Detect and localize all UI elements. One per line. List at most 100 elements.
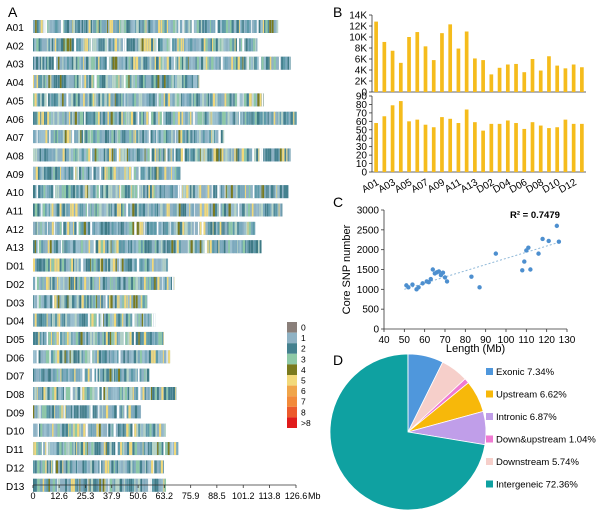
density-bin — [115, 111, 117, 125]
bar — [407, 121, 411, 172]
y-tick-label: 4K — [355, 66, 368, 77]
y-tick-label: 0 — [361, 88, 367, 99]
density-bin — [97, 111, 100, 125]
density-bin — [176, 93, 179, 107]
density-bin — [137, 38, 139, 52]
density-bin — [171, 56, 174, 70]
density-bin — [157, 423, 160, 437]
density-bin — [179, 56, 182, 70]
density-bin — [67, 75, 70, 89]
density-bin — [75, 93, 78, 107]
density-bin — [73, 93, 76, 107]
bar — [382, 41, 387, 92]
legend-swatch — [287, 364, 297, 375]
density-bin — [145, 130, 147, 144]
density-bin — [69, 313, 71, 327]
density-bin — [133, 350, 137, 364]
density-bin — [134, 221, 137, 235]
density-bin — [242, 20, 244, 33]
density-bin — [153, 350, 156, 364]
density-bin — [59, 350, 63, 364]
density-bin — [121, 240, 123, 254]
density-bin — [142, 295, 143, 309]
density-bin — [146, 295, 148, 309]
density-bin — [142, 442, 144, 456]
density-bin — [86, 405, 90, 419]
density-bin — [216, 221, 218, 235]
density-bin — [239, 240, 242, 254]
density-bin — [258, 20, 261, 33]
bar — [407, 37, 411, 92]
density-bin — [220, 56, 223, 70]
density-bin — [86, 442, 88, 456]
density-bin — [189, 75, 192, 89]
density-bin — [73, 423, 75, 437]
density-bin — [64, 148, 67, 162]
density-bin — [135, 276, 138, 290]
density-bin — [99, 405, 102, 419]
density-bin — [125, 350, 126, 364]
density-bin — [146, 75, 148, 89]
density-bin — [49, 313, 51, 327]
density-bin — [149, 276, 151, 290]
x-tick-label: 88.5 — [208, 491, 226, 501]
density-bin — [233, 203, 235, 217]
density-bin — [255, 56, 257, 70]
density-bin — [65, 240, 68, 254]
density-bin — [49, 460, 51, 474]
density-bin — [289, 56, 291, 70]
density-bin — [92, 460, 95, 474]
density-bin — [109, 331, 112, 345]
density-bin — [33, 368, 35, 382]
density-bin — [166, 20, 169, 33]
density-bin — [63, 295, 65, 309]
density-bin — [288, 148, 291, 162]
density-bin — [64, 240, 66, 254]
density-bin — [62, 423, 65, 437]
data-point — [546, 238, 551, 244]
density-bin — [55, 185, 58, 199]
density-bin — [177, 38, 179, 52]
density-bin — [136, 93, 139, 107]
density-bin — [96, 166, 98, 180]
density-bin — [125, 460, 128, 474]
density-bin — [186, 203, 188, 217]
density-bin — [274, 148, 277, 162]
density-bin — [74, 295, 77, 309]
density-bin — [126, 203, 129, 217]
density-bin — [70, 185, 73, 199]
density-bin — [258, 240, 260, 254]
density-bin — [124, 185, 127, 199]
density-bin — [34, 56, 36, 70]
density-bin — [91, 258, 92, 272]
density-bin — [185, 38, 188, 52]
density-bin — [231, 20, 234, 33]
density-bin — [95, 185, 97, 199]
density-bin — [173, 240, 176, 254]
density-bin — [170, 221, 173, 235]
density-bin — [89, 405, 91, 419]
density-bin — [89, 93, 92, 107]
density-bin — [236, 20, 239, 33]
density-bin — [59, 75, 62, 89]
density-bin — [179, 185, 182, 199]
density-bin — [240, 185, 243, 199]
density-bin — [161, 276, 162, 290]
density-bin — [146, 38, 149, 52]
density-bin — [216, 240, 219, 254]
density-bin — [183, 130, 185, 144]
density-bin — [61, 405, 62, 419]
density-bin — [157, 130, 159, 144]
density-bin — [122, 221, 124, 235]
density-bin — [171, 130, 173, 144]
density-bin — [153, 313, 156, 327]
density-bin — [134, 203, 137, 217]
density-bin — [83, 38, 84, 52]
bar — [423, 124, 428, 172]
density-bin — [134, 93, 137, 107]
data-point — [554, 223, 560, 229]
density-bin — [48, 368, 51, 382]
density-bin — [114, 240, 116, 254]
density-bin — [219, 56, 221, 70]
